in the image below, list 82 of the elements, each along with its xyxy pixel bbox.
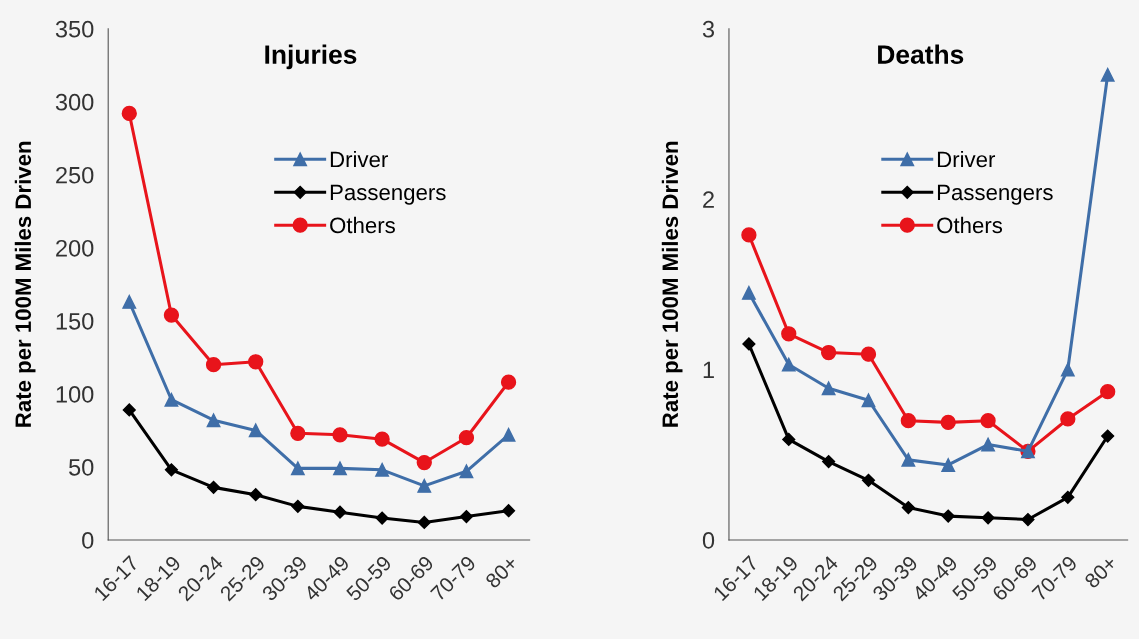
point (861, 473, 876, 487)
point (980, 413, 996, 429)
point (820, 344, 837, 361)
point (1101, 429, 1115, 443)
point (742, 337, 756, 351)
point (900, 413, 916, 429)
point (206, 480, 221, 494)
point (941, 458, 956, 472)
point (163, 307, 180, 323)
point (1021, 512, 1035, 527)
point (741, 285, 756, 300)
point (375, 511, 389, 525)
point (781, 326, 797, 342)
y-tick-label: 150 (56, 312, 94, 330)
y-tick-label: 0 (82, 532, 94, 549)
y-tick-label: 100 (56, 385, 94, 403)
y-tick-label: 350 (55, 20, 94, 38)
point (206, 413, 221, 428)
point (501, 427, 516, 442)
point (333, 461, 347, 476)
point (417, 478, 432, 493)
point (248, 354, 264, 370)
point (248, 423, 263, 438)
point (417, 515, 431, 530)
point (1061, 490, 1075, 504)
point (122, 294, 137, 309)
legend-label: Others (937, 216, 1003, 234)
point (1100, 67, 1115, 82)
point (981, 511, 995, 525)
point (164, 392, 179, 407)
point (782, 432, 796, 447)
y-axis-title: Rate per 100M Miles Driven (14, 141, 36, 427)
point (500, 374, 517, 390)
point (375, 462, 390, 477)
legend-label: Passengers (937, 184, 1053, 205)
point (1060, 362, 1075, 377)
point (164, 463, 179, 477)
legend-label: Passengers (330, 184, 446, 205)
point (121, 105, 137, 122)
point (249, 488, 263, 502)
text: Injuries (265, 44, 357, 70)
point (458, 430, 475, 446)
point (501, 504, 516, 518)
point (459, 509, 474, 524)
point (122, 403, 136, 417)
point (860, 346, 877, 362)
point (781, 357, 796, 372)
x-tick-label: 80+ (484, 554, 519, 590)
point (821, 381, 836, 396)
y-tick-label: 1 (703, 361, 714, 379)
point (861, 393, 876, 408)
point (1100, 384, 1116, 400)
point (981, 437, 996, 452)
y-axis-title: Rate per 100M Miles Driven (661, 141, 683, 427)
point (416, 454, 432, 471)
legend-label: Others (330, 216, 395, 234)
point (290, 425, 306, 441)
point (374, 431, 390, 447)
point (291, 499, 305, 513)
point (459, 464, 474, 479)
y-tick-label: 200 (56, 239, 94, 257)
y-tick-label: 50 (69, 458, 94, 476)
y-tick-label: 300 (55, 93, 94, 111)
y-tick-label: 3 (702, 20, 715, 38)
chart-title: Deaths (878, 44, 964, 64)
point (1060, 411, 1076, 427)
point (822, 454, 836, 469)
y-tick-label: 250 (56, 166, 94, 184)
x-tick-label: 80+ (1083, 554, 1118, 590)
point (333, 505, 347, 519)
point (940, 414, 956, 431)
legend-label: Driver (937, 151, 996, 168)
y-tick-label: 2 (703, 191, 714, 208)
point (901, 452, 916, 467)
y-tick-label: 0 (702, 532, 715, 549)
point (941, 509, 955, 523)
legend-label: Driver (330, 151, 388, 168)
point (741, 227, 757, 243)
point (290, 461, 305, 476)
point (332, 427, 348, 443)
point (205, 357, 222, 373)
point (901, 500, 915, 515)
